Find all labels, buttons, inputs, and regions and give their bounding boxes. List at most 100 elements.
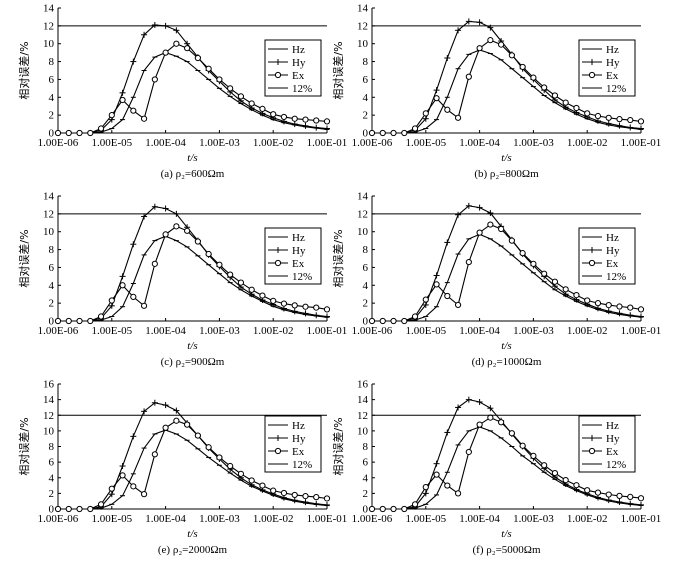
- x-axis-label: t/s: [501, 340, 511, 352]
- data-point: [541, 462, 548, 469]
- data-point: [119, 463, 126, 470]
- data-point: [584, 110, 591, 117]
- data-point: [444, 429, 451, 436]
- y-tick-label: 4: [363, 472, 369, 484]
- y-tick-label: 0: [49, 316, 55, 328]
- legend-item: Hy: [268, 245, 306, 257]
- data-point: [108, 491, 115, 498]
- y-tick-label: 6: [49, 74, 55, 86]
- data-point: [291, 497, 298, 504]
- data-point: [594, 305, 601, 312]
- y-tick-label: 16: [43, 379, 55, 391]
- data-point: [65, 129, 72, 137]
- data-point: [455, 211, 462, 218]
- data-point: [616, 498, 623, 505]
- legend-marker: [588, 259, 596, 267]
- data-point: [130, 483, 137, 490]
- x-tick-label: 1.00E-02: [253, 513, 294, 525]
- data-point: [141, 31, 148, 38]
- data-point: [487, 37, 494, 44]
- data-point: [141, 408, 148, 415]
- data-point: [616, 122, 623, 129]
- data-point: [476, 45, 483, 52]
- data-point: [130, 241, 137, 248]
- y-tick-label: 4: [49, 92, 55, 104]
- x-tick-label: 1.00E-05: [405, 137, 446, 149]
- legend-item: Hy: [582, 245, 620, 257]
- data-point: [411, 501, 419, 508]
- data-point: [324, 313, 330, 320]
- data-point: [498, 419, 505, 426]
- data-point: [368, 505, 376, 513]
- data-point: [173, 40, 180, 47]
- y-tick-label: 2: [49, 298, 55, 310]
- legend-item: 12%: [268, 459, 312, 471]
- legend-label: Hy: [606, 245, 620, 257]
- data-point: [584, 487, 591, 494]
- data-point: [237, 470, 245, 477]
- data-point: [627, 312, 634, 319]
- data-point: [433, 281, 440, 288]
- y-tick-label: 6: [363, 74, 369, 86]
- y-axis-label: 相对误差/%: [17, 229, 31, 287]
- x-tick-label: 1.00E-01: [621, 137, 662, 149]
- data-point: [141, 213, 148, 220]
- y-tick-label: 10: [43, 425, 55, 437]
- data-point: [433, 87, 440, 94]
- legend-label: 12%: [606, 459, 626, 471]
- panel-caption: (a) ρ₂=600Ωm: [161, 168, 225, 180]
- y-axis-label: 相对误差/%: [331, 229, 345, 287]
- legend-item: 12%: [582, 459, 626, 471]
- data-point: [248, 477, 255, 484]
- data-point: [616, 492, 623, 499]
- data-point: [390, 129, 397, 137]
- data-point: [422, 484, 429, 491]
- data-point: [551, 278, 559, 285]
- data-point: [184, 45, 191, 52]
- legend-marker: [588, 447, 596, 455]
- x-tick-label: 1.00E-05: [405, 513, 446, 525]
- data-point: [323, 118, 331, 125]
- data-point: [454, 490, 462, 497]
- data-point: [541, 84, 548, 91]
- legend-item: Hz: [582, 420, 619, 432]
- data-point: [379, 505, 386, 513]
- x-tick-label: 1.00E-05: [91, 137, 132, 149]
- data-point: [151, 399, 158, 406]
- y-tick-label: 14: [357, 394, 369, 406]
- data-point: [573, 104, 580, 112]
- data-point: [519, 250, 526, 257]
- series-ex: [368, 37, 645, 137]
- legend-item: 12%: [582, 83, 626, 95]
- data-point: [476, 229, 483, 236]
- y-tick-label: 6: [49, 457, 55, 469]
- data-point: [605, 497, 612, 504]
- data-point: [130, 433, 137, 440]
- legend-label: Hy: [292, 245, 306, 257]
- data-point: [205, 65, 212, 72]
- x-tick-label: 1.00E-03: [199, 513, 240, 525]
- legend-item: Hz: [582, 232, 619, 244]
- data-point: [594, 300, 602, 307]
- legend-item: Hy: [582, 433, 620, 445]
- data-point: [140, 491, 148, 498]
- series-line: [372, 233, 642, 322]
- legend-item: Hy: [582, 57, 620, 69]
- data-point: [422, 110, 429, 117]
- y-tick-label: 0: [363, 316, 369, 328]
- data-point: [205, 444, 212, 451]
- data-point: [280, 300, 288, 307]
- data-point: [216, 261, 223, 268]
- legend-label: 12%: [292, 83, 312, 95]
- legend-label: 12%: [606, 271, 626, 283]
- data-point: [313, 494, 320, 501]
- data-point: [627, 493, 634, 500]
- chart-panel-6: 0 2 4 6 8 10 12 14 16 1.00E-06 1.00E-05 1.00E-04 1.0…: [331, 379, 661, 557]
- data-point: [616, 310, 623, 317]
- legend-label: Ex: [292, 70, 305, 82]
- y-tick-label: 12: [357, 410, 368, 422]
- series-ex: [54, 40, 331, 137]
- chart-panel-1: 0 2 4 6 8 10 12 14 1.00E-06 1.00E-05 1.00E-04 1.00E…: [17, 3, 347, 181]
